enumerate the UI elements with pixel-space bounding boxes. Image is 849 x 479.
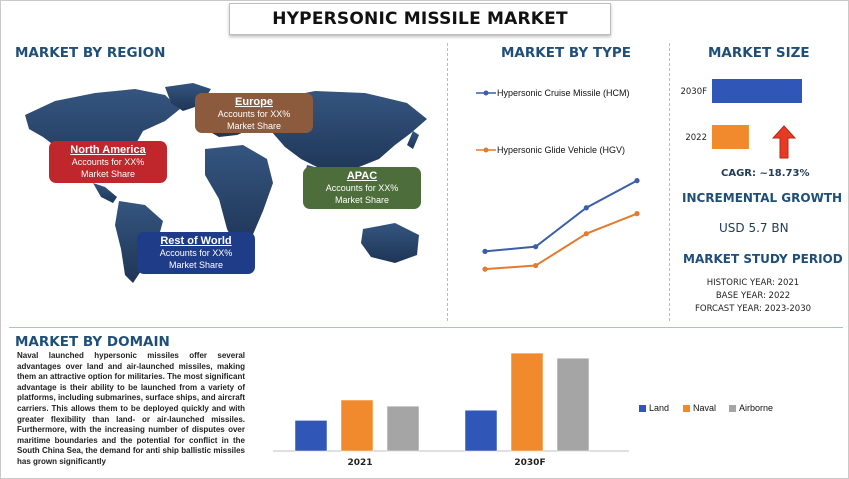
legend-label: Hypersonic Cruise Missile (HCM): [497, 88, 630, 98]
legend-label: Airborne: [739, 403, 774, 413]
domain-bar-chart: 2021 2030F: [273, 352, 629, 468]
domain-bar: [556, 357, 590, 452]
data-point: [533, 244, 539, 250]
data-point: [482, 248, 488, 254]
series-line: [484, 179, 638, 253]
domain-heading: MARKET BY DOMAIN: [15, 334, 170, 350]
callout-title: APAC: [346, 170, 378, 182]
type-heading: MARKET BY TYPE: [501, 45, 631, 61]
category-label: 2021: [347, 458, 372, 468]
domain-bar: [294, 420, 328, 452]
callout-rest-of-world: Rest of World Accounts for XX% Market Sh…: [137, 232, 255, 274]
growth-arrow-icon: [772, 125, 796, 159]
historic-year: HISTORIC YEAR: 2021: [706, 278, 800, 288]
legend-swatch: [639, 404, 646, 412]
callout-text: Accounts for XX%: [71, 157, 145, 167]
legend-hgv: Hypersonic Glide Vehicle (HGV): [475, 145, 625, 155]
forecast-year: FORCAST YEAR: 2023-2030: [694, 304, 812, 314]
callout-north-america: North America Accounts for XX% Market Sh…: [49, 141, 167, 183]
callout-text: Accounts for XX%: [159, 248, 233, 258]
data-point: [634, 211, 640, 217]
data-point: [583, 231, 589, 237]
size-heading: MARKET SIZE: [708, 45, 810, 61]
callout-text: Accounts for XX%: [325, 183, 399, 193]
callout-sub: Market Share: [226, 120, 282, 131]
size-bar-label-2022: 2022: [685, 133, 707, 143]
callout-europe: Europe Accounts for XX% Market Share: [195, 93, 313, 133]
size-bar: [712, 79, 802, 103]
callout-sub: Market Share: [80, 168, 136, 179]
series-line: [484, 212, 638, 271]
divider: [669, 43, 670, 321]
divider: [9, 327, 843, 328]
legend-line-marker: [476, 147, 496, 153]
growth-heading: INCREMENTAL GROWTH: [682, 191, 843, 205]
callout-title: North America: [70, 144, 146, 156]
legend-line-marker: [476, 90, 496, 96]
legend-swatch: [683, 404, 690, 412]
legend-naval: Naval: [683, 403, 716, 413]
callout-sub: Market Share: [334, 194, 390, 205]
legend-hcm: Hypersonic Cruise Missile (HCM): [475, 88, 630, 98]
base-year: BASE YEAR: 2022: [715, 291, 791, 301]
legend-land: Land: [639, 403, 669, 413]
study-heading: MARKET STUDY PERIOD: [683, 252, 843, 266]
region-heading: MARKET BY REGION: [15, 45, 166, 61]
domain-bar: [386, 405, 420, 452]
legend-label: Naval: [693, 403, 717, 413]
data-point: [482, 266, 488, 272]
domain-bar: [510, 352, 544, 452]
domain-bar: [464, 409, 498, 452]
legend-airborne: Airborne: [729, 403, 773, 413]
callout-apac: APAC Accounts for XX% Market Share: [303, 167, 421, 209]
growth-value: USD 5.7 BN: [719, 221, 789, 235]
legend-swatch: [729, 404, 736, 412]
size-bar-label-2030f: 2030F: [680, 87, 707, 97]
callout-sub: Market Share: [168, 259, 224, 270]
callout-title: Rest of World: [160, 235, 232, 247]
callout-title: Europe: [235, 96, 273, 108]
data-point: [634, 178, 640, 184]
domain-paragraph: Naval launched hypersonic missiles offer…: [17, 351, 245, 466]
cagr-value: CAGR: ~18.73%: [721, 168, 810, 179]
data-point: [583, 205, 589, 211]
size-bar: [712, 125, 749, 149]
callout-text: Accounts for XX%: [217, 109, 291, 119]
legend-label: Land: [649, 403, 670, 413]
legend-label: Hypersonic Glide Vehicle (HGV): [497, 145, 626, 155]
type-line-chart: [482, 178, 640, 272]
data-point: [533, 262, 539, 269]
domain-bar: [340, 399, 374, 452]
divider: [447, 43, 448, 321]
page-title: HYPERSONIC MISSILE MARKET: [272, 9, 568, 29]
category-label: 2030F: [514, 458, 545, 468]
market-size-bar-chart: [712, 79, 802, 149]
title-banner: HYPERSONIC MISSILE MARKET: [229, 3, 611, 35]
